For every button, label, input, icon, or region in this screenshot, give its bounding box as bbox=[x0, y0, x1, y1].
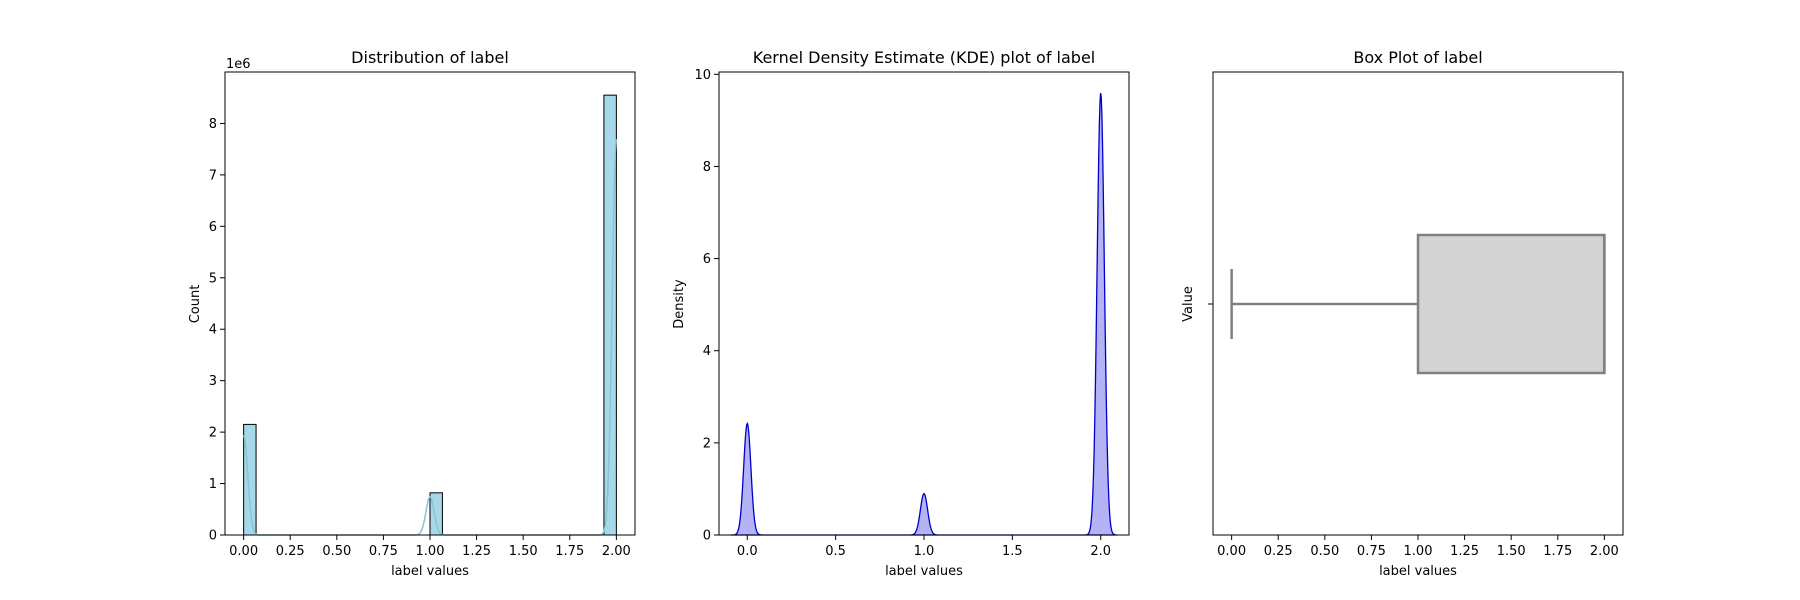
kde-x-tick-label: 1.5 bbox=[1002, 544, 1023, 559]
histogram-x-tick-label: 0.00 bbox=[229, 544, 258, 559]
histogram-y-axis-label: Count bbox=[188, 285, 203, 324]
histogram-x-axis-label: label values bbox=[391, 564, 469, 579]
kde-title: Kernel Density Estimate (KDE) plot of la… bbox=[753, 48, 1095, 67]
kde-panel: Kernel Density Estimate (KDE) plot of la… bbox=[672, 48, 1130, 579]
box-x-ticks: 0.00 0.25 0.50 0.75 1.00 1.25 1.50 1.75 2.00 bbox=[1217, 535, 1619, 559]
histogram-x-tick-label: 0.25 bbox=[276, 544, 305, 559]
box-x-tick-label: 0.50 bbox=[1310, 544, 1339, 559]
histogram-title: Distribution of label bbox=[351, 48, 509, 67]
box-x-tick-label: 1.25 bbox=[1450, 544, 1479, 559]
kde-y-tick-label: 2 bbox=[703, 436, 711, 451]
kde-x-tick-label: 2.0 bbox=[1090, 544, 1111, 559]
histogram-y-ticks: 0 1 2 3 4 5 6 7 8 bbox=[209, 117, 225, 544]
histogram-x-tick-label: 1.25 bbox=[462, 544, 491, 559]
histogram-y-tick-label: 2 bbox=[209, 426, 217, 441]
kde-x-ticks: 0.0 0.5 1.0 1.5 2.0 bbox=[737, 535, 1111, 559]
box-iqr-box bbox=[1416, 233, 1606, 375]
histogram-y-tick-label: 6 bbox=[209, 220, 217, 235]
histogram-x-tick-label: 1.00 bbox=[416, 544, 445, 559]
histogram-y-tick-label: 0 bbox=[209, 529, 217, 544]
box-x-tick-label: 0.00 bbox=[1217, 544, 1246, 559]
box-panel: Box Plot of label 0.00 0.25 0.50 0.75 1.00 1.… bbox=[1181, 48, 1624, 579]
histogram-y-scale-label: 1e6 bbox=[226, 57, 251, 72]
histogram-kde-line bbox=[242, 139, 618, 536]
kde-x-tick-label: 0.5 bbox=[825, 544, 846, 559]
box-marks bbox=[1230, 233, 1606, 375]
histogram-x-tick-label: 1.75 bbox=[555, 544, 584, 559]
histogram-y-tick-label: 1 bbox=[209, 477, 217, 492]
histogram-x-ticks: 0.00 0.25 0.50 0.75 1.00 1.25 1.50 1.75 2.00 bbox=[229, 535, 631, 559]
kde-area bbox=[730, 92, 1118, 536]
kde-x-tick-label: 0.0 bbox=[737, 544, 758, 559]
histogram-bars bbox=[243, 94, 617, 536]
kde-y-tick-label: 0 bbox=[703, 529, 711, 544]
histogram-x-tick-label: 1.50 bbox=[509, 544, 538, 559]
box-x-tick-label: 1.00 bbox=[1404, 544, 1433, 559]
kde-y-ticks: 0 2 4 6 8 10 bbox=[694, 68, 719, 544]
kde-x-tick-label: 1.0 bbox=[914, 544, 935, 559]
kde-y-tick-label: 10 bbox=[694, 68, 711, 83]
box-x-tick-label: 0.75 bbox=[1357, 544, 1386, 559]
box-x-axis-label: label values bbox=[1379, 564, 1457, 579]
box-y-axis-label: Value bbox=[1181, 286, 1196, 322]
kde-y-tick-label: 8 bbox=[703, 160, 711, 175]
box-x-tick-label: 2.00 bbox=[1590, 544, 1619, 559]
histogram-panel: Distribution of label 1e6 0.00 0.25 0.50 0.… bbox=[188, 48, 636, 579]
histogram-y-tick-label: 8 bbox=[209, 117, 217, 132]
kde-y-axis-label: Density bbox=[672, 279, 687, 329]
box-x-tick-label: 1.50 bbox=[1497, 544, 1526, 559]
histogram-x-tick-label: 0.75 bbox=[369, 544, 398, 559]
histogram-x-tick-label: 2.00 bbox=[602, 544, 631, 559]
histogram-plot-frame bbox=[224, 71, 636, 536]
kde-y-tick-label: 4 bbox=[703, 344, 711, 359]
kde-x-axis-label: label values bbox=[885, 564, 963, 579]
box-x-tick-label: 1.75 bbox=[1543, 544, 1572, 559]
histogram-x-tick-label: 0.50 bbox=[322, 544, 351, 559]
histogram-y-tick-label: 7 bbox=[209, 168, 217, 183]
histogram-y-tick-label: 5 bbox=[209, 271, 217, 286]
histogram-y-tick-label: 4 bbox=[209, 323, 217, 338]
kde-y-tick-label: 6 bbox=[703, 252, 711, 267]
box-title: Box Plot of label bbox=[1353, 48, 1482, 67]
box-x-tick-label: 0.25 bbox=[1264, 544, 1293, 559]
kde-plot-frame bbox=[718, 71, 1130, 536]
histogram-y-tick-label: 3 bbox=[209, 374, 217, 389]
